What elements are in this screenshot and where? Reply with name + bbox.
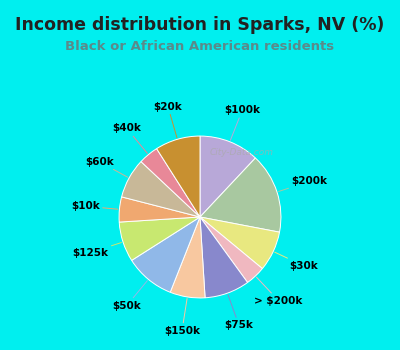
Text: $150k: $150k [164, 299, 200, 336]
Text: $200k: $200k [278, 176, 327, 191]
Text: $60k: $60k [85, 157, 128, 177]
Wedge shape [119, 197, 200, 222]
Text: $10k: $10k [71, 201, 118, 211]
Wedge shape [200, 217, 248, 298]
Wedge shape [122, 162, 200, 217]
Wedge shape [170, 217, 205, 298]
Wedge shape [132, 217, 200, 292]
Text: $40k: $40k [112, 124, 147, 153]
Text: $50k: $50k [112, 281, 147, 310]
Wedge shape [119, 217, 200, 260]
Text: Black or African American residents: Black or African American residents [66, 40, 334, 53]
Text: $75k: $75k [224, 295, 253, 330]
Wedge shape [200, 217, 280, 268]
Text: Income distribution in Sparks, NV (%): Income distribution in Sparks, NV (%) [15, 16, 385, 34]
Wedge shape [200, 136, 256, 217]
Text: $125k: $125k [73, 243, 122, 258]
Wedge shape [200, 158, 281, 232]
Text: > $200k: > $200k [254, 277, 303, 306]
Wedge shape [141, 149, 200, 217]
Text: $20k: $20k [154, 102, 182, 138]
Text: $30k: $30k [275, 252, 318, 271]
Wedge shape [200, 217, 262, 282]
Wedge shape [157, 136, 200, 217]
Text: $100k: $100k [224, 105, 260, 140]
Text: City-Data.com: City-Data.com [209, 148, 273, 157]
